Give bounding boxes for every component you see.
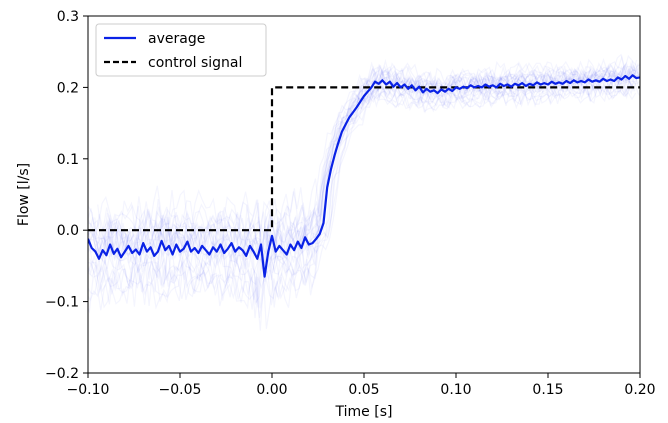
legend-label-control-signal: control signal	[148, 55, 242, 71]
x-tick-label: 0.20	[624, 382, 655, 398]
trial-trace	[88, 72, 636, 309]
x-tick-label: 0.00	[256, 382, 287, 398]
trial-trace	[88, 78, 638, 300]
trial-trace	[88, 60, 640, 266]
legend-label-average: average	[148, 31, 205, 47]
trial-trace	[89, 80, 640, 329]
legend-frame	[95, 23, 267, 77]
x-tick-label: −0.10	[67, 382, 110, 398]
series-average	[88, 74, 640, 278]
y-tick-label: 0.2	[57, 80, 79, 96]
trial-trace	[88, 63, 640, 282]
x-tick-label: 0.10	[440, 382, 471, 398]
series-layer	[88, 74, 640, 278]
y-tick-label: 0.1	[57, 152, 79, 168]
trial-trace	[88, 81, 636, 318]
x-axis-label: Time [s]	[335, 404, 393, 420]
trial-trace	[97, 62, 640, 264]
y-axis: −0.2 −0.1 0.0 0.1 0.2 0.3	[45, 9, 88, 382]
trial-trace	[88, 69, 634, 271]
trial-trace	[88, 73, 633, 303]
trial-trace	[97, 72, 640, 308]
legend: average control signal	[95, 23, 267, 77]
x-tick-label: −0.05	[159, 382, 202, 398]
y-tick-label: −0.1	[45, 295, 79, 311]
x-tick-label: 0.05	[348, 382, 379, 398]
y-tick-label: 0.0	[57, 223, 79, 239]
y-axis-label: Flow [l/s]	[16, 163, 32, 226]
x-axis: −0.10 −0.05 0.00 0.05 0.10 0.15 0.20	[67, 373, 656, 398]
trial-trace	[88, 65, 639, 261]
trial-trace	[88, 54, 638, 257]
trial-trace	[88, 82, 637, 331]
trial-trace	[88, 53, 637, 238]
trial-trace	[88, 81, 631, 319]
x-tick-label: 0.15	[532, 382, 563, 398]
y-tick-label: 0.3	[57, 9, 79, 25]
trial-trace	[94, 62, 640, 281]
y-tick-label: −0.2	[45, 366, 79, 382]
trial-trace	[88, 65, 630, 274]
